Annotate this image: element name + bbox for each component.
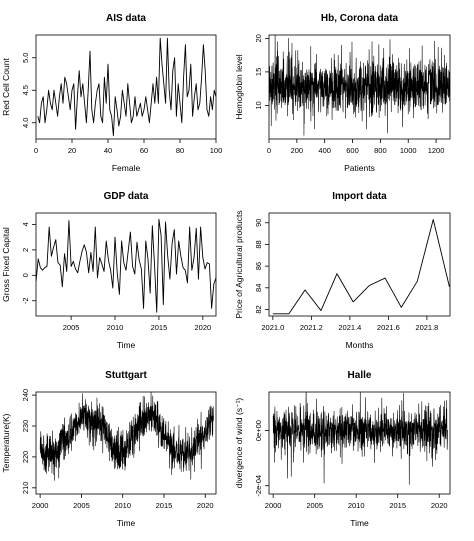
x-tick-label: 2021.0 [261,323,284,332]
x-axis-label: Female [112,163,141,173]
plot-frame [35,212,217,317]
y-tick-label: 10 [254,101,263,109]
x-tick-label: 2000 [32,501,49,510]
series-line [37,37,216,137]
x-tick-label: 2021.4 [338,323,361,332]
y-tick-label: 2 [21,248,30,252]
series-line [272,219,450,315]
series-line [39,392,214,481]
x-tick-label: 2005 [73,501,90,510]
x-tick-label: 2021.6 [377,323,400,332]
x-tick-label: 60 [140,146,148,155]
y-axis-label: Hemoglobin level [234,54,244,119]
x-tick-label: 2021.2 [300,323,323,332]
y-axis-label: Gross Fixed Capital [1,227,11,302]
chart-title: Import data [332,191,387,202]
x-tick-label: 400 [318,146,331,155]
y-tick-label: 0e+00 [254,420,263,441]
y-axis-label: Price of Agricultural products [234,210,244,318]
x-axis-label: Time [350,518,369,528]
y-tick-label: 4.0 [21,118,30,128]
y-tick-label: 5.0 [21,53,30,63]
series-line [272,392,448,485]
x-tick-label: 0 [267,146,271,155]
y-tick-label: 0 [21,273,30,277]
x-tick-label: 2015 [389,501,406,510]
x-tick-label: 20 [68,146,76,155]
chart-title: Stuttgart [105,370,147,381]
y-tick-label: -2 [21,297,30,304]
x-tick-label: 1200 [428,146,445,155]
y-tick-label: 82 [254,305,263,313]
x-tick-label: 600 [346,146,359,155]
x-tick-label: 2005 [306,501,323,510]
chart-title: GDP data [104,191,149,202]
y-tick-label: 230 [21,420,30,433]
x-tick-label: 2010 [348,501,365,510]
x-tick-label: 2015 [151,323,168,332]
y-tick-label: 86 [254,262,263,270]
series-line [269,35,450,136]
x-tick-label: 2021.8 [415,323,438,332]
x-axis-label: Months [346,340,374,350]
x-tick-label: 1000 [400,146,417,155]
y-tick-label: 220 [21,451,30,464]
x-axis-label: Patients [344,163,375,173]
y-tick-label: 84 [254,284,263,292]
y-axis-label: Temperature(K) [1,413,11,472]
x-tick-label: 2010 [114,501,131,510]
plot-frame [35,34,217,140]
x-tick-label: 2005 [63,323,80,332]
plot-frame [268,391,451,495]
chart-title: Hb, Corona data [321,13,399,24]
x-tick-label: 100 [210,146,223,155]
y-axis-label: divergence of wind (s⁻¹) [234,398,244,489]
y-tick-label: 4.5 [21,85,30,95]
x-axis-label: Time [117,518,136,528]
x-tick-label: 2020 [431,501,448,510]
y-tick-label: 90 [254,219,263,227]
y-tick-label: 4 [21,222,30,226]
x-axis-label: Time [117,340,136,350]
y-tick-label: 210 [21,482,30,495]
x-tick-label: 200 [291,146,304,155]
x-tick-label: 800 [374,146,387,155]
y-tick-label: 15 [254,68,263,76]
plot-frame [35,391,217,495]
chart-title: AIS data [106,13,146,24]
x-tick-label: 40 [104,146,112,155]
x-tick-label: 2020 [194,323,211,332]
y-axis-label: Red Cell Count [1,58,11,116]
y-tick-label: 88 [254,240,263,248]
y-tick-label: -2e-04 [254,475,263,497]
x-tick-label: 2020 [197,501,214,510]
x-tick-label: 2000 [265,501,282,510]
x-tick-label: 2015 [156,501,173,510]
series-line [36,218,216,313]
x-tick-label: 0 [34,146,38,155]
plot-frame [268,212,451,317]
y-tick-label: 240 [21,389,30,402]
y-tick-label: 20 [254,34,263,42]
x-tick-label: 80 [176,146,184,155]
chart-title: Halle [348,370,372,381]
x-tick-label: 2010 [107,323,124,332]
